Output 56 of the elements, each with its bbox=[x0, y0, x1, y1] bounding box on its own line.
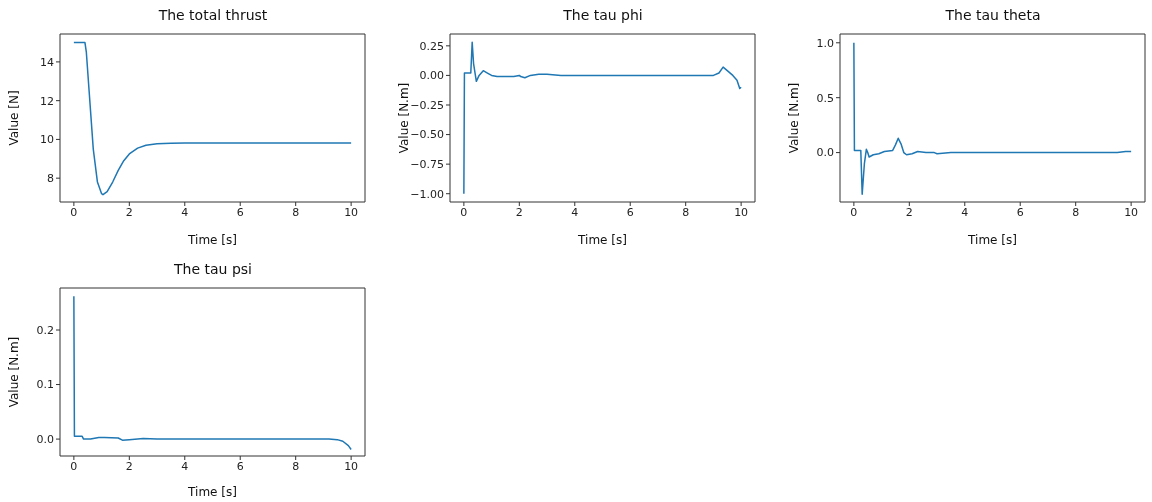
x-tick-label: 8 bbox=[292, 459, 300, 473]
x-tick-label: 4 bbox=[181, 459, 189, 473]
x-tick-label: 0 bbox=[460, 205, 468, 219]
y-tick-label: 0.2 bbox=[36, 323, 54, 337]
y-axis-title: Value [N.m] bbox=[397, 82, 412, 154]
y-axis-title: Value [N.m] bbox=[787, 82, 802, 154]
x-tick-label: 10 bbox=[344, 205, 359, 219]
line-series bbox=[853, 42, 1132, 196]
y-axis-title: Value [N] bbox=[7, 90, 22, 146]
x-tick-label: 4 bbox=[961, 205, 969, 219]
x-tick-label: 6 bbox=[236, 459, 244, 473]
chart-title: The total thrust bbox=[157, 7, 269, 23]
y-tick-label: 10 bbox=[40, 133, 54, 147]
x-tick-label: 4 bbox=[181, 205, 189, 219]
y-tick-label: 0.1 bbox=[36, 378, 54, 392]
x-tick-label: 10 bbox=[734, 205, 749, 219]
x-tick-label: 8 bbox=[1072, 205, 1080, 219]
chart-title: The tau phi bbox=[562, 7, 644, 23]
x-tick-label: 0 bbox=[70, 459, 78, 473]
line-series bbox=[73, 295, 352, 451]
y-tick-label: −0.25 bbox=[410, 98, 444, 112]
x-tick-label: 4 bbox=[571, 205, 579, 219]
x-tick-label: 0 bbox=[850, 205, 858, 219]
y-tick-label: 0.0 bbox=[816, 146, 834, 160]
x-axis-title: Time [s] bbox=[967, 233, 1017, 247]
y-tick-label: −0.75 bbox=[410, 158, 444, 172]
x-tick-label: 10 bbox=[344, 459, 359, 473]
y-tick-label: 0.25 bbox=[419, 39, 444, 53]
x-tick-label: 2 bbox=[125, 205, 133, 219]
y-tick-label: 12 bbox=[40, 94, 54, 108]
chart-title: The tau theta bbox=[944, 7, 1042, 23]
x-tick-label: 2 bbox=[125, 459, 133, 473]
chart-title: The tau psi bbox=[173, 261, 253, 277]
x-tick-label: 2 bbox=[905, 205, 913, 219]
line-series bbox=[463, 41, 742, 195]
y-tick-label: 8 bbox=[47, 172, 54, 186]
y-tick-label: −1.00 bbox=[410, 187, 444, 201]
x-tick-label: 6 bbox=[236, 205, 244, 219]
x-axis-title: Time [s] bbox=[577, 233, 627, 247]
x-axis-title: Time [s] bbox=[187, 485, 237, 499]
x-tick-label: 0 bbox=[70, 205, 78, 219]
y-tick-label: −0.50 bbox=[410, 128, 444, 142]
line-series bbox=[73, 41, 352, 196]
y-tick-label: 1.0 bbox=[816, 36, 834, 50]
x-tick-label: 8 bbox=[682, 205, 690, 219]
x-axis-title: Time [s] bbox=[187, 233, 237, 247]
y-tick-label: 0.0 bbox=[36, 433, 54, 446]
x-tick-label: 2 bbox=[515, 205, 523, 219]
x-tick-label: 6 bbox=[626, 205, 634, 219]
x-tick-label: 10 bbox=[1124, 205, 1139, 219]
y-tick-label: 0.00 bbox=[419, 69, 444, 83]
x-tick-label: 8 bbox=[292, 205, 300, 219]
x-tick-label: 6 bbox=[1016, 205, 1024, 219]
y-axis-title: Value [N.m] bbox=[7, 336, 22, 408]
y-tick-label: 14 bbox=[40, 55, 54, 69]
y-tick-label: 0.5 bbox=[816, 91, 834, 105]
